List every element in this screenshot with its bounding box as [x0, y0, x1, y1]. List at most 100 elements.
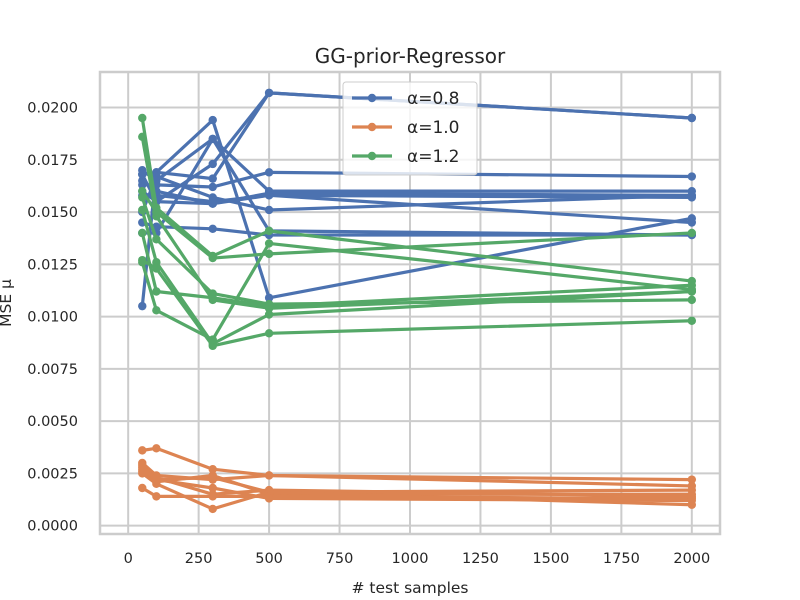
data-point — [138, 228, 147, 238]
series-group-1 — [138, 444, 697, 514]
data-point — [264, 471, 274, 480]
data-point — [264, 310, 274, 319]
x-tick-label: 0 — [124, 551, 133, 567]
x-tick-labels: 0 250 500 750 1000 1250 1500 1750 2000 — [124, 551, 711, 567]
data-point — [208, 224, 217, 233]
x-tick-label: 1250 — [462, 551, 499, 567]
data-point — [152, 492, 161, 501]
data-point — [687, 191, 697, 200]
legend-label: α=1.2 — [407, 147, 460, 167]
data-point — [208, 193, 217, 202]
data-point — [152, 475, 161, 484]
y-tick-label: 0.0125 — [27, 257, 78, 273]
y-tick-labels: 0.0000 0.0025 0.0050 0.0075 0.0100 0.0125 0.01… — [27, 101, 78, 535]
x-tick-label: 250 — [185, 551, 213, 567]
data-point — [264, 226, 274, 236]
data-point — [264, 239, 274, 248]
legend-swatch-marker — [367, 93, 377, 103]
y-tick-label: 0.0075 — [27, 362, 78, 378]
data-point — [687, 172, 697, 181]
data-point — [208, 504, 217, 514]
y-tick-label: 0.0100 — [27, 310, 78, 326]
data-point — [208, 492, 217, 501]
y-tick-label: 0.0025 — [27, 466, 78, 482]
grid — [100, 72, 720, 534]
data-point — [138, 258, 147, 267]
data-point — [208, 115, 217, 125]
legend: α=0.8 α=1.0 α=1.2 — [342, 81, 478, 176]
legend-label: α=0.8 — [407, 89, 460, 109]
x-tick-label: 1750 — [603, 551, 640, 567]
data-point — [152, 172, 161, 181]
data-point — [152, 258, 161, 267]
data-point — [687, 218, 697, 227]
data-point — [138, 113, 147, 123]
data-point — [138, 462, 147, 472]
data-point — [138, 301, 147, 311]
legend-swatch-marker — [367, 122, 377, 132]
data-point — [152, 264, 161, 273]
data-point — [687, 113, 697, 123]
data-point — [264, 168, 274, 177]
data-point — [208, 483, 217, 493]
x-tick-label: 1000 — [392, 551, 429, 567]
data-point — [208, 199, 217, 208]
y-tick-label: 0.0200 — [27, 101, 78, 117]
data-point — [152, 444, 161, 453]
data-point — [138, 469, 147, 478]
series-layer — [138, 88, 697, 514]
data-point — [264, 293, 274, 302]
data-point — [687, 281, 697, 290]
series-group-2 — [138, 113, 697, 351]
data-point — [264, 249, 274, 259]
y-tick-label: 0.0000 — [27, 519, 78, 535]
plot-frame — [98, 70, 722, 536]
chart-title: GG-prior-Regressor — [315, 44, 506, 68]
data-point — [152, 287, 161, 296]
data-point — [208, 159, 217, 169]
data-point — [264, 301, 274, 311]
x-tick-label: 750 — [326, 551, 354, 567]
y-tick-label: 0.0175 — [27, 153, 78, 169]
y-axis-label: MSE μ — [0, 279, 15, 327]
data-point — [208, 134, 217, 144]
legend-label: α=1.0 — [407, 118, 460, 138]
data-point — [687, 316, 697, 325]
data-point — [687, 496, 697, 505]
data-point — [208, 182, 217, 192]
data-point — [264, 88, 274, 98]
data-point — [208, 471, 217, 480]
data-point — [208, 335, 217, 344]
data-point — [138, 186, 147, 196]
data-point — [264, 329, 274, 338]
data-point — [152, 306, 161, 315]
x-tick-label: 1500 — [532, 551, 569, 567]
data-point — [138, 193, 147, 202]
x-axis-label: # test samples — [351, 579, 468, 597]
data-point — [208, 464, 217, 474]
x-tick-label: 500 — [255, 551, 283, 567]
data-point — [687, 228, 697, 238]
data-point — [264, 205, 274, 215]
data-point — [138, 170, 147, 179]
y-tick-label: 0.0150 — [27, 205, 78, 221]
data-point — [208, 174, 217, 183]
data-point — [138, 205, 147, 215]
data-point — [138, 446, 147, 455]
data-point — [208, 253, 217, 263]
data-point — [264, 191, 274, 200]
data-point — [138, 483, 147, 493]
data-point — [138, 132, 147, 142]
data-point — [264, 494, 274, 503]
data-point — [687, 475, 697, 484]
data-point — [208, 341, 217, 351]
data-point — [687, 295, 697, 305]
y-tick-label: 0.0050 — [27, 414, 78, 430]
data-point — [208, 293, 217, 302]
data-point — [152, 235, 161, 244]
legend-swatch-marker — [367, 151, 377, 161]
x-tick-label: 2000 — [673, 551, 710, 567]
legend-box — [342, 81, 478, 176]
data-point — [152, 207, 161, 217]
